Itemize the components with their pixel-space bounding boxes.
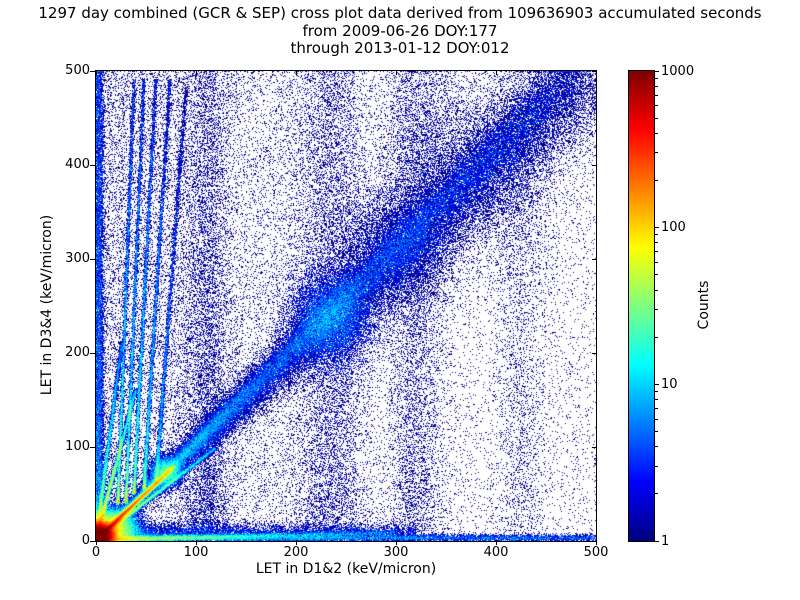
y-tick-label: 0 [81,533,90,548]
colorbar-minor-tick-mark [655,85,658,87]
plot-title: 1297 day combined (GCR & SEP) cross plot… [38,4,762,22]
colorbar [628,70,655,542]
colorbar-minor-tick-mark [655,408,658,410]
x-tick-label: 100 [183,545,209,560]
colorbar-label: Counts [696,280,712,330]
x-tick-mark [195,540,197,545]
colorbar-minor-tick-mark [655,132,658,134]
colorbar-tick-mark [655,540,659,542]
x-tick-mark [395,540,397,545]
y-tick-label: 300 [65,251,90,266]
y-tick-label: 500 [65,63,90,78]
colorbar-tick-label: 100 [661,220,686,236]
colorbar-minor-tick-mark [655,418,658,420]
colorbar-minor-tick-mark [655,242,658,244]
colorbar-minor-tick-mark [655,152,658,154]
x-tick-mark-top [295,71,297,75]
colorbar-tick-label: 1 [661,533,670,549]
y-tick-mark [90,258,95,260]
x-tick-mark-top [195,71,197,75]
y-tick-mark-right [592,352,596,354]
x-tick-mark [95,540,97,545]
y-tick-mark-right [592,446,596,448]
x-tick-label: 300 [383,545,409,560]
y-tick-label: 200 [65,345,90,360]
y-axis-label: LET in D3&4 (keV/micron) [39,214,55,396]
colorbar-minor-tick-mark [655,309,658,311]
x-tick-mark [595,540,597,545]
y-tick-mark [90,446,95,448]
heatmap-canvas [96,71,596,541]
colorbar-minor-tick-mark [655,117,658,119]
colorbar-canvas [629,71,654,541]
y-tick-mark-right [592,258,596,260]
colorbar-minor-tick-mark [655,336,658,338]
x-tick-label: 200 [283,545,309,560]
y-tick-mark [90,164,95,166]
x-tick-mark-top [395,71,397,75]
colorbar-minor-tick-mark [655,289,658,291]
colorbar-minor-tick-mark [655,180,658,181]
y-tick-mark-right [592,540,596,542]
x-tick-label: 400 [483,545,509,560]
y-tick-mark [90,540,95,542]
colorbar-minor-tick-mark [655,430,658,432]
colorbar-minor-tick-mark [655,77,658,79]
x-tick-mark-top [95,71,97,75]
y-tick-mark-right [592,164,596,166]
colorbar-tick-label: 10 [661,376,678,392]
x-axis-label: LET in D1&2 (keV/micron) [255,561,437,577]
x-tick-mark [295,540,297,545]
y-tick-mark [90,352,95,354]
colorbar-minor-tick-mark [655,251,658,253]
colorbar-tick-mark [655,70,659,72]
x-tick-label: 500 [583,545,609,560]
plot-subtitle-from: from 2009-06-26 DOY:177 [302,22,498,40]
x-tick-mark-top [495,71,497,75]
colorbar-minor-tick-mark [655,105,658,107]
colorbar-minor-tick-mark [655,274,658,276]
colorbar-minor-tick-mark [655,234,658,236]
colorbar-minor-tick-mark [655,261,658,263]
colorbar-minor-tick-mark [655,399,658,401]
y-tick-mark-right [592,70,596,72]
colorbar-minor-tick-mark [655,493,658,495]
colorbar-tick-label: 1000 [661,63,695,79]
colorbar-tick-mark [655,227,659,229]
x-tick-label: 0 [91,545,101,560]
y-tick-label: 400 [65,157,90,172]
colorbar-tick-mark [655,383,659,385]
colorbar-minor-tick-mark [655,94,658,96]
y-tick-label: 100 [65,439,90,454]
colorbar-minor-tick-mark [655,391,658,392]
x-tick-mark [495,540,497,545]
colorbar-minor-tick-mark [655,446,658,448]
plot-area [95,70,597,542]
plot-subtitle-through: through 2013-01-12 DOY:012 [290,39,510,57]
colorbar-minor-tick-mark [655,465,658,467]
x-tick-mark-top [595,71,597,75]
y-tick-mark [90,70,95,72]
